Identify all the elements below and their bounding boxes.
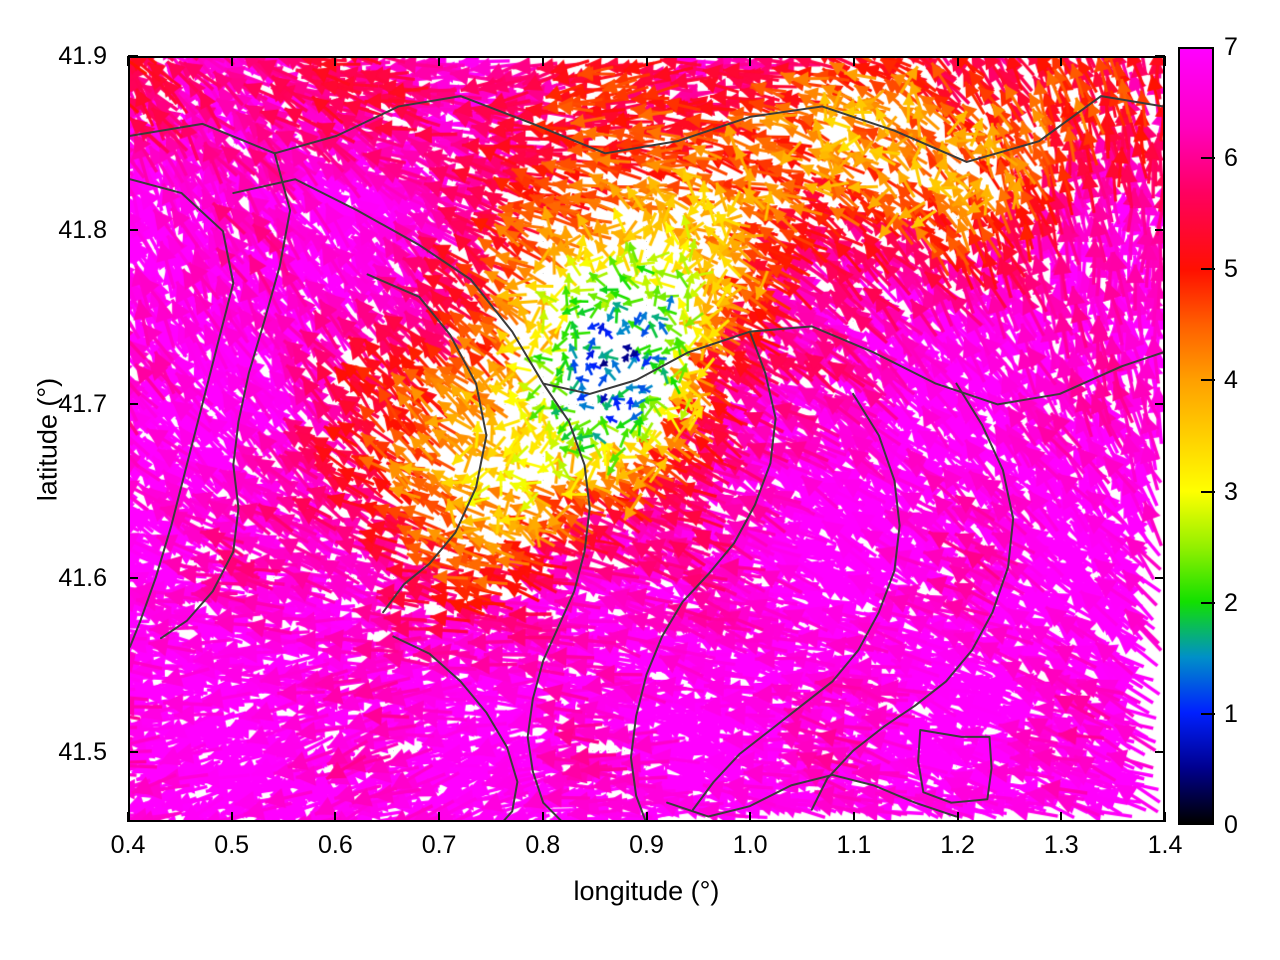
colorbar-tick-label: 6 (1224, 144, 1238, 173)
x-tick-mark (127, 56, 129, 66)
plot-area (128, 56, 1165, 822)
terrain-contour-line (232, 178, 1163, 406)
y-tick-mark (1155, 577, 1165, 580)
x-tick-label: 1.1 (836, 831, 872, 859)
terrain-contour-overlay (130, 95, 1163, 820)
colorbar-tick-label: 7 (1224, 33, 1238, 61)
x-tick-label: 1.4 (1147, 831, 1183, 859)
colorbar (1178, 47, 1215, 825)
x-axis-label: longitude (°) (573, 876, 720, 906)
y-tick-label: 41.7 (58, 390, 107, 419)
terrain-contour-line (810, 382, 1015, 811)
x-tick-label: 0.9 (629, 831, 664, 859)
x-tick-mark (541, 812, 544, 822)
x-tick-label: 0.4 (110, 831, 146, 859)
colorbar-tick-mark (1201, 379, 1215, 382)
x-tick-mark (1060, 812, 1063, 822)
colorbar-tick-mark (1201, 157, 1215, 160)
terrain-contour-line (130, 95, 1163, 163)
y-tick-mark (1155, 751, 1165, 754)
x-tick-label: 0.7 (421, 831, 457, 859)
terrain-contour-line (526, 382, 591, 820)
y-tick-mark (1155, 403, 1165, 406)
x-tick-mark (438, 56, 441, 66)
colorbar-tick-label: 2 (1224, 588, 1238, 617)
y-tick-mark (1155, 55, 1165, 57)
y-tick-mark (1155, 229, 1165, 232)
y-tick-mark (128, 577, 138, 580)
x-tick-mark (749, 812, 752, 822)
colorbar-tick-mark (1201, 490, 1215, 493)
terrain-contour-line (392, 635, 519, 820)
y-tick-mark (128, 55, 138, 57)
colorbar-tick-mark (1201, 268, 1215, 271)
x-tick-label: 1.0 (732, 831, 768, 859)
x-tick-mark (334, 812, 337, 822)
terrain-contour-line (692, 392, 901, 811)
x-tick-mark (749, 56, 752, 66)
terrain-contour-line (159, 152, 292, 640)
x-tick-mark (230, 56, 233, 66)
wind-vector-field (130, 58, 1163, 820)
x-tick-mark (127, 812, 129, 822)
y-tick-label: 41.8 (58, 216, 107, 245)
terrain-contour-line (366, 273, 488, 614)
x-tick-mark (956, 56, 959, 66)
x-tick-mark (541, 56, 544, 66)
x-tick-mark (334, 56, 337, 66)
colorbar-tick-mark (1201, 601, 1215, 604)
colorbar-gradient (1178, 47, 1214, 825)
x-tick-mark (1060, 56, 1063, 66)
colorbar-tick-label: 5 (1224, 255, 1238, 284)
x-tick-label: 0.6 (318, 831, 353, 859)
colorbar-tick-label: 3 (1224, 477, 1238, 506)
colorbar-tick-label: 4 (1224, 366, 1238, 395)
x-tick-mark (230, 812, 233, 822)
y-tick-label: 41.5 (58, 738, 107, 767)
x-tick-mark (1164, 56, 1166, 66)
x-tick-mark (645, 56, 648, 66)
colorbar-tick-label: 0 (1224, 811, 1238, 839)
terrain-contour-line (629, 330, 777, 820)
y-tick-mark (128, 403, 138, 406)
y-tick-mark (128, 229, 138, 232)
x-tick-label: 1.2 (940, 831, 975, 859)
y-axis-label: latitude (°) (32, 377, 63, 502)
x-tick-label: 0.5 (214, 831, 250, 859)
x-tick-mark (956, 812, 959, 822)
terrain-contour-line (666, 773, 958, 818)
x-tick-label: 0.8 (525, 831, 561, 859)
terrain-contour-line (917, 728, 993, 804)
x-tick-label: 1.3 (1043, 831, 1079, 859)
x-tick-mark (438, 812, 441, 822)
x-tick-mark (852, 812, 855, 822)
terrain-contour-line (130, 178, 235, 648)
y-tick-label: 41.9 (58, 42, 107, 70)
y-tick-mark (128, 751, 138, 754)
colorbar-tick-label: 1 (1224, 699, 1238, 728)
y-tick-label: 41.6 (58, 564, 107, 593)
x-tick-mark (645, 812, 648, 822)
colorbar-tick-mark (1201, 712, 1215, 715)
x-tick-mark (852, 56, 855, 66)
x-tick-mark (1164, 812, 1166, 822)
